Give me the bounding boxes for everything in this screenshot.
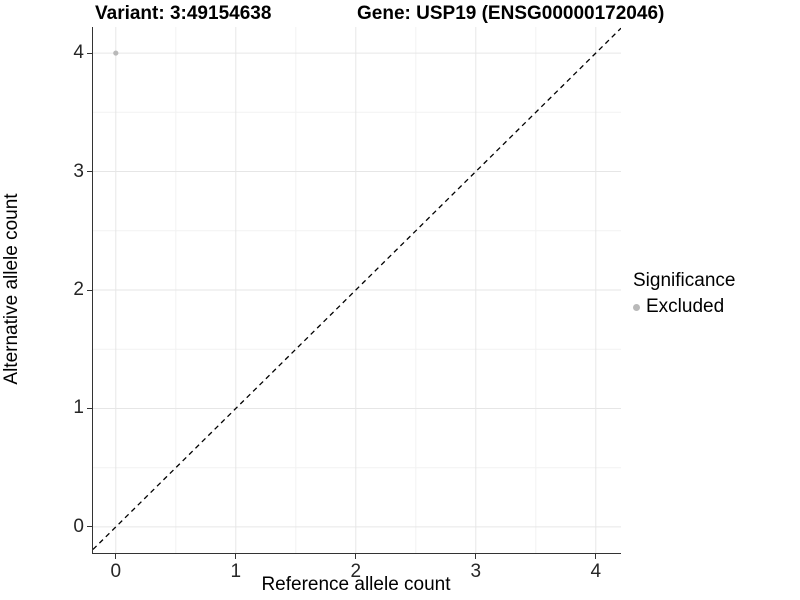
plot-panel <box>92 27 621 554</box>
y-tick-label: 1 <box>73 397 84 419</box>
x-tick-mark <box>235 554 237 559</box>
x-tick-mark <box>115 554 117 559</box>
y-tick-mark <box>87 407 92 409</box>
legend-title: Significance <box>633 270 736 291</box>
x-tick-label: 2 <box>350 561 362 582</box>
identity-line <box>93 27 621 550</box>
y-tick-label: 0 <box>73 515 84 537</box>
x-tick-mark <box>595 554 597 559</box>
data-point <box>113 50 119 56</box>
x-tick-mark <box>355 554 357 559</box>
x-tick-label: 1 <box>230 561 242 582</box>
plot-title-variant: Variant: 3:49154638 <box>95 3 272 24</box>
x-tick-label: 3 <box>470 561 482 582</box>
y-tick-label: 3 <box>73 160 84 182</box>
x-tick-label: 0 <box>110 561 122 582</box>
plot-title-gene: Gene: USP19 (ENSG00000172046) <box>357 3 665 24</box>
x-axis-title: Reference allele count <box>261 574 451 595</box>
y-tick-mark <box>87 52 92 54</box>
legend: Significance Excluded <box>633 270 735 318</box>
y-tick-mark <box>87 289 92 291</box>
y-tick-label: 4 <box>73 42 84 64</box>
y-tick-mark <box>87 171 92 173</box>
y-tick-label: 2 <box>73 279 84 300</box>
plot-canvas <box>93 27 621 553</box>
y-tick-mark <box>87 526 92 528</box>
legend-item-label: Excluded <box>646 296 725 317</box>
y-axis-title: Alternative allele count <box>1 193 22 385</box>
legend-item-excluded: Excluded <box>633 296 735 318</box>
x-tick-label: 4 <box>590 561 602 582</box>
x-tick-mark <box>475 554 477 559</box>
legend-key-dot-icon <box>633 303 640 311</box>
